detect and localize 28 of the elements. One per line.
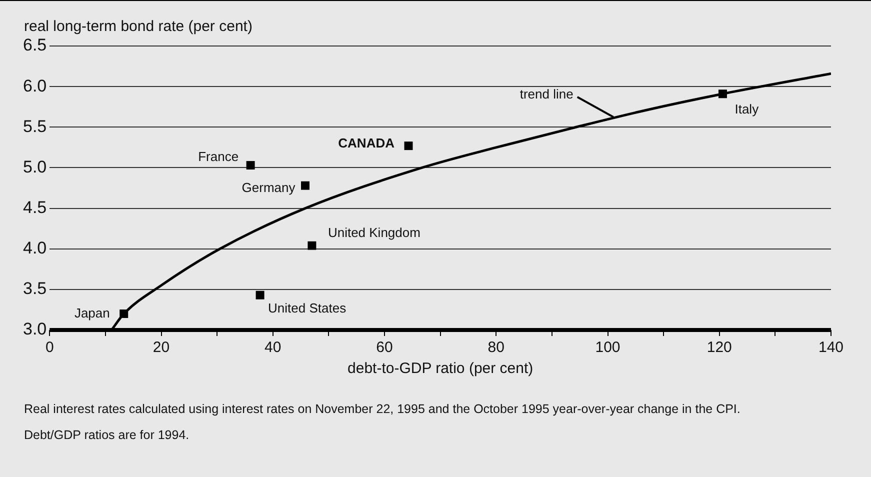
text: Real interest rates calculated using interest rates on November 22, 1995 and the October 1995 year-over-year change in the CPI. [24, 402, 740, 416]
y-tick-label: 4.0 [22, 238, 47, 258]
x-tick-label: 60 [376, 339, 393, 356]
x-tick-label: 40 [264, 339, 282, 356]
x-axis-title: debt-to-GDP ratio (per cent) [347, 360, 534, 378]
series-label: Japan [74, 305, 110, 320]
y-axis-title: real long-term bond rate (per cent) [24, 18, 252, 35]
y-tick-label: 6.0 [22, 76, 47, 96]
series-label: United States [268, 300, 347, 316]
series-label: France [198, 148, 239, 164]
y-tick-label: 5.0 [22, 157, 47, 176]
x-tick-label: 20 [152, 339, 170, 356]
y-tick-label: 4.5 [22, 198, 47, 217]
text: Debt/GDP ratios are for 1994. [24, 428, 190, 442]
x-tick-label: 140 [818, 339, 844, 356]
x-tick-label: 80 [488, 339, 504, 356]
y-tick-label: 5.5 [22, 116, 47, 136]
series-label: CANADA [338, 135, 396, 150]
y-tick-label: 6.5 [22, 36, 47, 55]
series-label: Italy [734, 101, 760, 116]
x-tick-label: 120 [706, 339, 732, 356]
y-tick-label: 3.5 [22, 279, 47, 298]
series-label: United Kingdom [328, 225, 420, 240]
series-label: Germany [242, 180, 296, 196]
annotation: trend line [520, 86, 574, 102]
x-tick-label: 0 [45, 339, 54, 356]
x-tick-label: 100 [595, 339, 620, 356]
y-tick-label: 3.0 [22, 320, 47, 339]
